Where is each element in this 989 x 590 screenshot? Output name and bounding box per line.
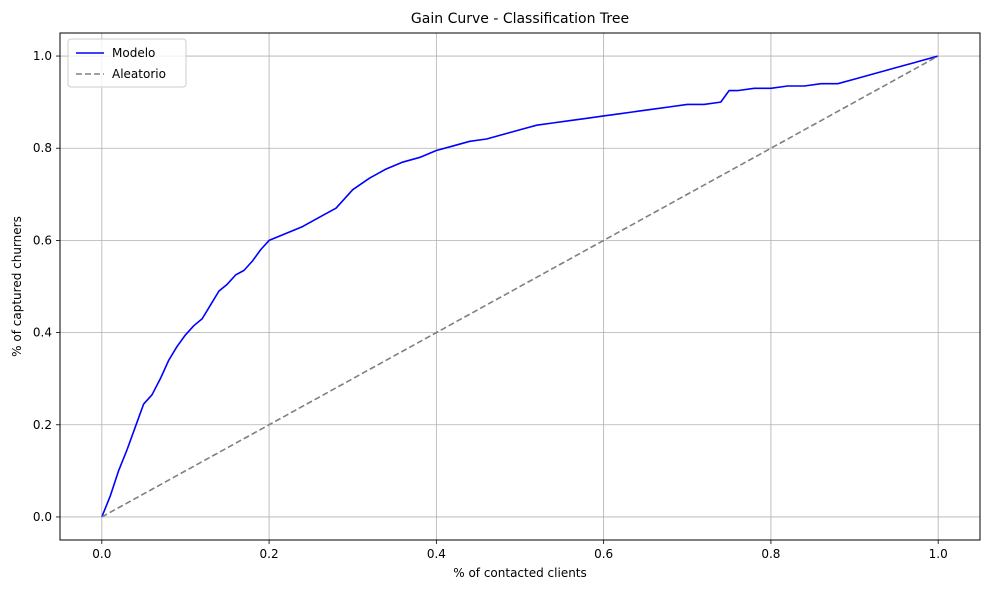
legend: Modelo Aleatorio [67, 38, 187, 88]
legend-label-aleatorio: Aleatorio [112, 67, 166, 81]
x-tick-label: 0.8 [761, 547, 780, 561]
x-tick-label: 0.0 [92, 547, 111, 561]
y-tick-label: 1.0 [33, 49, 52, 63]
axis-ticks: 0.0 0.2 0.4 0.6 0.8 1.0 0.0 0.2 0.4 0.6 0.8 1.0 [33, 49, 948, 561]
series-line-modelo [101, 55, 939, 518]
grid [60, 33, 980, 540]
y-tick-label: 0.8 [33, 141, 52, 155]
y-tick-label: 0.2 [33, 418, 52, 432]
x-tick-label: 0.2 [260, 547, 279, 561]
series-line-aleatorio [101, 55, 939, 518]
legend-box [67, 38, 187, 88]
y-tick-label: 0.6 [33, 233, 52, 247]
chart-title: Gain Curve - Classification Tree [411, 11, 629, 27]
x-axis-title: % of contacted clients [453, 566, 587, 580]
legend-label-modelo: Modelo [112, 46, 155, 60]
y-tick-label: 0.0 [33, 510, 52, 524]
x-tick-label: 0.6 [594, 547, 613, 561]
plot-frame [59, 32, 981, 541]
series-layer [101, 55, 939, 518]
x-tick-label: 0.4 [427, 547, 446, 561]
y-tick-label: 0.4 [33, 326, 52, 340]
x-tick-label: 1.0 [929, 547, 948, 561]
y-axis-title: % of captured churners [10, 216, 24, 357]
